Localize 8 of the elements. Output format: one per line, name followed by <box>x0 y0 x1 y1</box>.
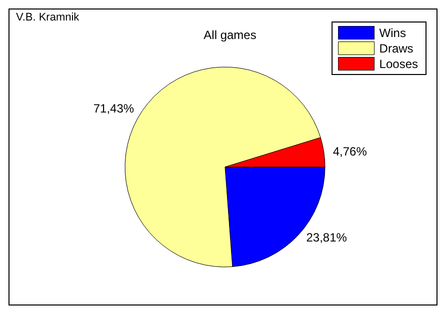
legend-label: Wins <box>379 26 406 40</box>
legend-label: Draws <box>379 41 414 56</box>
legend-label: Looses <box>379 56 418 71</box>
data-label: 23,81% <box>306 230 348 245</box>
text: All games <box>204 28 256 42</box>
data-label: 71,43% <box>93 101 134 116</box>
data-label: 4,76% <box>332 144 368 159</box>
text: V.B. Kramnik <box>16 12 80 24</box>
